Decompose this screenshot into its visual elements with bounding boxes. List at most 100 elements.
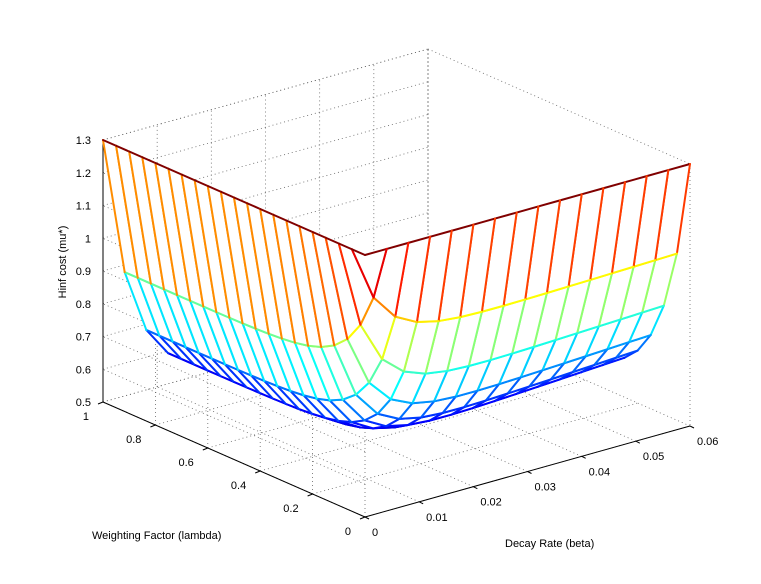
z-tick-label: 1.3 xyxy=(76,135,91,147)
surface-mesh-line xyxy=(228,316,253,377)
surface-mesh-line xyxy=(206,185,231,319)
surface-mesh-line xyxy=(429,229,453,238)
surface-mesh-line xyxy=(524,205,540,301)
surface-mesh-line xyxy=(324,236,349,341)
surface-mesh-line xyxy=(454,389,479,398)
surface-patch xyxy=(124,272,160,336)
surface-mesh-line xyxy=(280,337,305,397)
surface-patch xyxy=(260,209,295,343)
surface-mesh-line xyxy=(641,259,657,314)
surface-mesh-line xyxy=(276,385,301,411)
surface-mesh-line xyxy=(484,383,501,402)
x-tick-mark xyxy=(364,516,370,520)
surface-mesh-line xyxy=(263,379,287,405)
surface-mesh-line xyxy=(289,389,305,397)
surface-patch xyxy=(299,226,335,348)
surface-patch xyxy=(268,333,304,396)
surface-patch xyxy=(525,200,561,300)
surface-patch xyxy=(499,346,534,385)
surface-patch xyxy=(550,356,586,380)
surface-mesh-line xyxy=(641,304,665,314)
y-tick-mark xyxy=(307,493,313,497)
surface-patch xyxy=(181,174,217,313)
surface-mesh-line xyxy=(472,217,497,226)
surface-patch xyxy=(529,363,565,387)
surface-mesh-line xyxy=(307,344,323,349)
surface-patch xyxy=(255,328,291,391)
surface-patch xyxy=(533,286,569,347)
surface-patch xyxy=(347,324,383,383)
surface-mesh-line xyxy=(267,332,292,392)
surface-patch xyxy=(460,218,496,318)
surface-mesh-line xyxy=(210,357,235,383)
surface-patch xyxy=(308,345,343,401)
y-tick-label: 0 xyxy=(345,526,351,538)
surface-mesh-line xyxy=(233,196,249,205)
surface-mesh-line xyxy=(614,341,631,359)
y-tick-label: 0.8 xyxy=(126,434,141,446)
surface-patch xyxy=(150,283,186,348)
surface-mesh-line xyxy=(597,318,622,328)
surface-mesh-line xyxy=(102,139,118,147)
surface-mesh-line xyxy=(576,325,600,335)
surface-mesh-line xyxy=(437,229,453,323)
surface-patch xyxy=(277,386,313,414)
surface-mesh-line xyxy=(141,156,157,164)
surface-patch xyxy=(390,371,426,404)
surface-mesh-line xyxy=(571,363,596,374)
x-tick-label: 0.05 xyxy=(643,451,664,463)
surface-mesh-line xyxy=(102,139,126,274)
surface-mesh-line xyxy=(667,162,692,172)
surface-mesh-line xyxy=(202,305,218,314)
surface-mesh-line xyxy=(376,412,401,420)
surface-patch xyxy=(224,364,260,393)
surface-mesh-line xyxy=(636,334,652,352)
axis-gridlines xyxy=(97,48,695,520)
surface-mesh-line xyxy=(398,416,422,420)
surface-mesh-line xyxy=(250,374,274,400)
surface-patch xyxy=(355,382,391,414)
surface-patch xyxy=(103,140,138,278)
surface-mesh-line xyxy=(123,271,148,331)
surface-mesh-line xyxy=(210,357,226,366)
y-tick-mark xyxy=(150,424,156,428)
surface-mesh-line xyxy=(320,344,336,349)
surface-mesh-line xyxy=(115,144,131,153)
surface-mesh-line xyxy=(597,272,613,328)
surface-mesh-line xyxy=(411,400,436,405)
surface-patch xyxy=(172,341,208,371)
surface-mesh-line xyxy=(494,211,518,220)
surface-patch xyxy=(325,237,361,340)
surface-patch xyxy=(594,342,630,365)
surface-patch xyxy=(420,396,456,418)
surface-mesh-line xyxy=(576,278,592,335)
surface-mesh-line xyxy=(363,419,388,428)
surface-patch xyxy=(242,323,278,387)
surface-mesh-line xyxy=(250,374,266,382)
surface-patch xyxy=(303,395,339,421)
surface-mesh-line xyxy=(154,162,179,297)
surface-mesh-line xyxy=(441,395,457,414)
surface-patch xyxy=(442,390,478,413)
surface-mesh-line xyxy=(171,340,187,349)
surface-mesh-line xyxy=(511,298,527,355)
surface-mesh-line xyxy=(385,424,409,428)
z-gridline xyxy=(102,81,429,174)
surface-mesh-line xyxy=(302,394,318,400)
surface-patch xyxy=(211,358,247,388)
surface-mesh-line xyxy=(189,299,205,308)
x-tick-label: 0.03 xyxy=(535,481,556,493)
surface-mesh-line xyxy=(154,162,170,170)
surface-patch xyxy=(351,248,387,298)
surface-mesh-line xyxy=(215,311,240,371)
surface-patch xyxy=(207,186,243,324)
surface-patch xyxy=(177,295,212,359)
surface-mesh-line xyxy=(424,369,449,375)
surface-mesh-line xyxy=(593,356,617,366)
y-tick-label: 1 xyxy=(83,411,89,423)
surface-mesh-line xyxy=(298,225,323,349)
surface-mesh-line xyxy=(307,344,331,402)
surface-mesh-line xyxy=(337,242,353,251)
surface-mesh-line xyxy=(441,406,466,414)
surface-mesh-line xyxy=(402,321,418,373)
